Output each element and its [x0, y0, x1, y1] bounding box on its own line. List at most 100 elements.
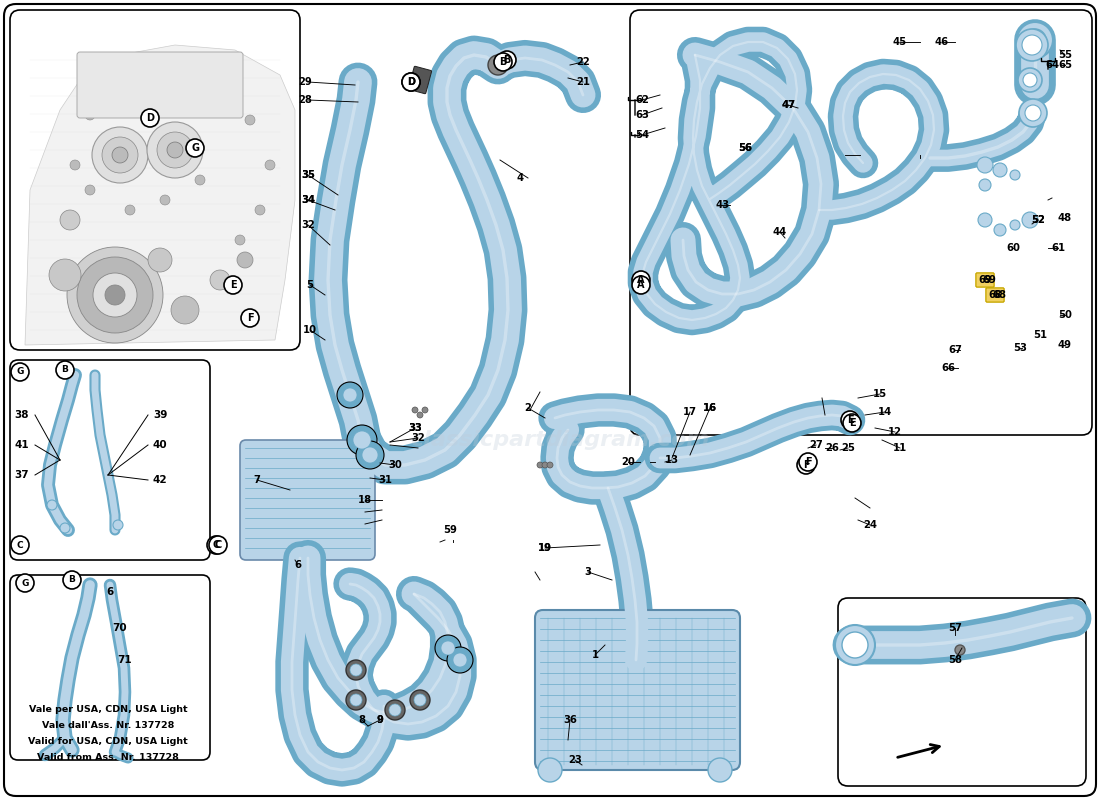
Text: 56: 56: [738, 143, 752, 153]
FancyBboxPatch shape: [10, 575, 210, 760]
Circle shape: [346, 690, 366, 710]
Text: 61: 61: [1050, 243, 1065, 253]
Text: 29: 29: [298, 77, 312, 87]
Circle shape: [337, 382, 363, 408]
Circle shape: [346, 660, 366, 680]
Text: 44: 44: [773, 227, 788, 237]
Circle shape: [447, 647, 473, 673]
Text: 23: 23: [568, 755, 582, 765]
Text: 3: 3: [584, 567, 592, 577]
Text: 58: 58: [948, 655, 962, 665]
Text: 68: 68: [992, 290, 1007, 300]
Text: B: B: [62, 366, 68, 374]
Text: 68: 68: [988, 290, 1002, 300]
Circle shape: [350, 664, 362, 676]
FancyBboxPatch shape: [240, 440, 375, 560]
Circle shape: [1018, 22, 1053, 58]
Circle shape: [148, 248, 172, 272]
Text: 34: 34: [301, 195, 315, 205]
Text: 70: 70: [112, 623, 128, 633]
Text: 8: 8: [359, 715, 365, 725]
Text: 51: 51: [1033, 330, 1047, 340]
Circle shape: [50, 259, 81, 291]
FancyBboxPatch shape: [10, 10, 300, 350]
Circle shape: [236, 252, 253, 268]
Text: 46: 46: [935, 37, 949, 47]
Circle shape: [979, 179, 991, 191]
Circle shape: [385, 700, 405, 720]
Text: 2: 2: [525, 403, 531, 413]
Circle shape: [389, 704, 402, 716]
Text: 30: 30: [388, 460, 401, 470]
Text: 33: 33: [408, 423, 422, 433]
Text: 27: 27: [810, 440, 823, 450]
Text: 32: 32: [301, 220, 315, 230]
Text: 9: 9: [376, 715, 384, 725]
Circle shape: [1019, 99, 1047, 127]
Circle shape: [77, 257, 153, 333]
Text: 10: 10: [302, 325, 317, 335]
Text: C: C: [214, 540, 221, 550]
Circle shape: [417, 412, 424, 418]
Text: 35: 35: [301, 170, 315, 180]
Text: 9: 9: [376, 715, 384, 725]
Circle shape: [224, 276, 242, 294]
Circle shape: [112, 147, 128, 163]
Text: 6: 6: [295, 560, 301, 570]
Text: 19: 19: [538, 543, 552, 553]
Circle shape: [1016, 29, 1048, 61]
Polygon shape: [25, 45, 295, 345]
Circle shape: [210, 270, 230, 290]
Circle shape: [498, 51, 516, 69]
Text: 20: 20: [621, 457, 635, 467]
Text: 18: 18: [358, 495, 372, 505]
Text: 52: 52: [1031, 215, 1045, 225]
Circle shape: [402, 73, 420, 91]
Circle shape: [412, 407, 418, 413]
FancyBboxPatch shape: [77, 52, 243, 118]
FancyBboxPatch shape: [10, 360, 210, 560]
Circle shape: [538, 758, 562, 782]
Text: 48: 48: [1058, 213, 1072, 223]
Circle shape: [186, 139, 204, 157]
Circle shape: [160, 195, 170, 205]
Circle shape: [241, 309, 258, 327]
Text: 45: 45: [893, 37, 907, 47]
FancyBboxPatch shape: [976, 273, 994, 287]
Circle shape: [441, 641, 455, 655]
Circle shape: [94, 273, 138, 317]
Text: 71: 71: [118, 655, 132, 665]
Text: 47: 47: [781, 100, 795, 110]
Circle shape: [16, 574, 34, 592]
Text: 4: 4: [516, 173, 524, 183]
Text: 43: 43: [715, 200, 729, 210]
Circle shape: [207, 536, 226, 554]
Circle shape: [195, 175, 205, 185]
Text: 7: 7: [254, 475, 261, 485]
Circle shape: [977, 157, 993, 173]
Text: 34: 34: [301, 195, 315, 205]
Circle shape: [125, 205, 135, 215]
Text: 54: 54: [635, 130, 649, 140]
Text: 55: 55: [1058, 50, 1072, 60]
Text: 57: 57: [948, 623, 961, 633]
Text: B: B: [504, 55, 510, 65]
Text: D: D: [407, 77, 415, 87]
Circle shape: [708, 758, 732, 782]
Circle shape: [842, 632, 868, 658]
Text: 35: 35: [301, 170, 315, 180]
Text: G: G: [191, 143, 199, 153]
Circle shape: [147, 122, 204, 178]
Circle shape: [488, 55, 508, 75]
Text: D: D: [146, 113, 154, 123]
Text: 56: 56: [738, 143, 752, 153]
Text: 42: 42: [153, 475, 167, 485]
Circle shape: [356, 441, 384, 469]
Circle shape: [141, 109, 160, 127]
Circle shape: [402, 73, 420, 91]
Circle shape: [632, 276, 650, 294]
FancyBboxPatch shape: [838, 598, 1086, 786]
Circle shape: [632, 271, 650, 289]
Text: B: B: [499, 57, 507, 67]
Text: D: D: [407, 77, 415, 87]
